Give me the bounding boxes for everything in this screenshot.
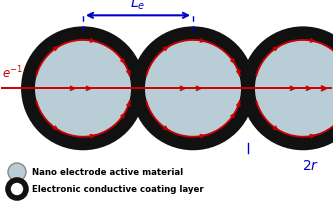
Circle shape <box>138 34 248 144</box>
Text: Nano electrode active material: Nano electrode active material <box>32 168 183 177</box>
Text: $2r$: $2r$ <box>302 159 320 173</box>
Circle shape <box>248 34 333 144</box>
Circle shape <box>8 163 26 181</box>
Text: $L_e$: $L_e$ <box>130 0 146 12</box>
Circle shape <box>8 180 26 198</box>
Text: $e^{-1}$: $e^{-1}$ <box>2 64 23 81</box>
Text: Electronic conductive coating layer: Electronic conductive coating layer <box>32 185 204 194</box>
Circle shape <box>28 34 138 144</box>
